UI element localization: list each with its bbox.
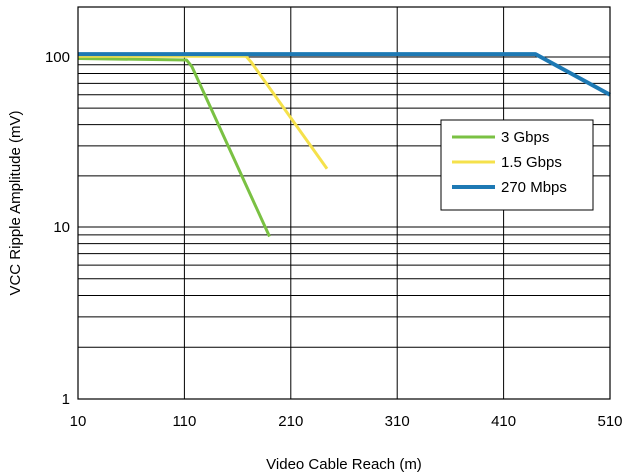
x-tick-labels: 10 110 210 310 410 510 (70, 413, 623, 430)
legend-label: 3 Gbps (501, 129, 549, 146)
y-tick-labels: 1 10 100 (45, 49, 70, 408)
legend-label: 1.5 Gbps (501, 154, 562, 171)
y-tick-label: 100 (45, 49, 70, 66)
x-tick-label: 10 (70, 413, 87, 430)
x-axis-title: Video Cable Reach (m) (266, 456, 422, 473)
x-tick-label: 110 (172, 413, 196, 430)
series-line-3-gbps (77, 57, 271, 238)
series-line-1-5-gbps (78, 54, 329, 170)
x-tick-label: 210 (278, 413, 303, 430)
y-tick-label: 1 (62, 391, 70, 408)
plot-frame (77, 6, 611, 400)
legend: 3 Gbps 1.5 Gbps 270 Mbps (440, 119, 594, 211)
x-tick-label: 310 (385, 413, 410, 430)
series-lines (77, 52, 611, 238)
grid (77, 7, 611, 399)
series-line-270-mbps (78, 52, 611, 97)
legend-box (440, 119, 594, 211)
x-tick-label: 510 (597, 413, 622, 430)
y-tick-label: 10 (53, 219, 70, 236)
y-axis-title: VCC Ripple Amplitude (mV) (7, 110, 24, 295)
legend-label: 270 Mbps (501, 179, 567, 196)
x-tick-label: 410 (491, 413, 516, 430)
